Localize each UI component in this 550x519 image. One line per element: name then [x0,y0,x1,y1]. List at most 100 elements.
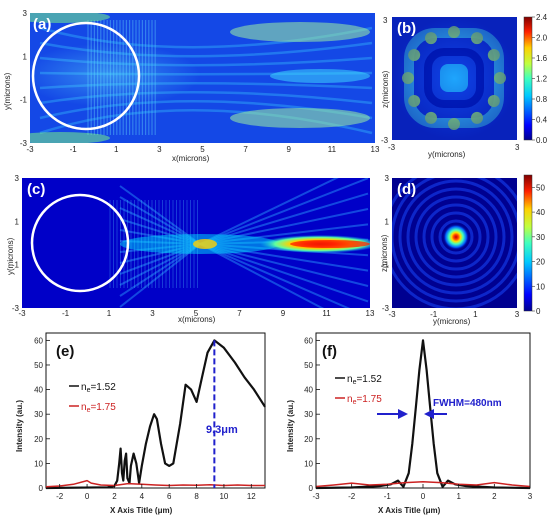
y-tick-label: 20 [34,435,43,444]
panel-a-x-ticks: -3 -1 1 3 5 7 9 11 13 [26,145,380,154]
x-tick-label: -1 [62,309,70,318]
x-tick-label: 11 [328,145,337,154]
panel-d-y-label: z(microns) [380,234,389,272]
colorbar-tick-label: 20 [536,258,545,267]
x-tick-label: 11 [322,309,331,318]
panel-b-y-tick-top: 3 [383,16,388,25]
x-tick-label: 13 [371,145,380,154]
panel-b-field [392,17,517,140]
panel-e-annotation: 9.3μm [206,424,238,436]
panel-b-x-label: y(microns) [428,150,466,159]
svg-text:ne=1.75: ne=1.75 [347,394,382,406]
panel-a-sphere-outline [31,21,141,131]
x-tick-label: 2 [492,492,497,501]
panel-c-y-label: y(microns) [6,237,15,275]
panel-d-y-ticks: -3 -1 1 3 [382,174,390,313]
panel-e-x-ticks: -2 0 2 4 6 8 10 12 [56,484,256,501]
y-tick-label: -1 [12,261,20,270]
x-tick-label: 7 [237,309,242,318]
panel-c: (c) -3 -1 1 3 5 7 9 11 13 -3-113 x(microns) y(mi… [6,174,375,324]
vignette [392,17,517,140]
panel-f-series [315,339,531,490]
y-tick-label: 0 [39,484,44,493]
colorbar-tick-label: 10 [536,282,545,291]
x-tick-label: -3 [18,309,26,318]
series-line-2 [315,481,531,488]
y-tick-label: -1 [20,96,28,105]
panel-e-series [45,339,266,490]
x-tick-label: 1 [456,492,461,501]
panel-f-annotation: FWHM=480nm [433,398,502,409]
x-tick-label: 5 [194,309,199,318]
panel-c-x-ticks: -3 -1 1 3 5 7 9 11 13 [18,309,375,318]
x-tick-label: 1 [473,310,478,319]
x-tick-label: 2 [112,492,117,501]
panel-f-plot-area [315,332,531,489]
panel-f-x-label: X Axis Title (μm) [378,506,441,515]
ring [406,187,506,287]
panel-c-field [109,178,370,308]
x-tick-label: 9 [281,309,286,318]
y-tick-label: 1 [15,217,20,226]
panel-e-legend: ne=1.52 ne=1.75 [69,382,116,414]
y-tick-label: 3 [15,174,20,183]
y-tick-label: -3 [12,304,20,313]
x-tick-label: 0 [85,492,90,501]
x-tick-label: -2 [348,492,356,501]
colorbar-tick-label: 50 [536,183,545,192]
panel-f-legend: ne=1.52 ne=1.75 [335,374,382,406]
panel-d: (d) 50 40 30 20 10 0 -3 -1 1 3 -3 -1 1 3 y(microns)… [380,174,545,326]
series-line-1 [45,339,266,490]
ring [422,203,490,271]
series-line-2 [45,479,265,488]
panel-b-colorbar-ticks: 2.4 2.0 1.6 1.2 0.8 0.4 0.0 [532,13,548,145]
colorbar-tick-label: 0.0 [536,136,548,145]
colorbar-tick-label: 40 [536,208,545,217]
y-tick-label: 40 [34,386,43,395]
x-tick-label: 5 [200,145,205,154]
x-tick-label: -1 [384,492,392,501]
y-tick-label: -3 [20,139,28,148]
y-tick-label: 50 [34,361,43,370]
panel-a-label: (a) [33,16,51,33]
panel-e-x-label: X Axis Title (μm) [110,506,173,515]
x-tick-label: -1 [430,310,438,319]
panel-f-fwhm-arrows [377,409,447,419]
y-tick-label: 40 [304,386,313,395]
panel-c-sphere-outline [30,193,130,293]
ring [414,195,498,279]
y-tick-label: 10 [34,459,43,468]
x-tick-label: 3 [157,145,162,154]
colorbar-tick-label: 0.4 [536,116,548,125]
panel-b-label: (b) [397,20,416,37]
colorbar-tick-label: 1.2 [536,75,548,84]
colorbar-tick-label: 0.8 [536,95,548,104]
y-tick-label: 20 [304,435,313,444]
x-tick-label: 0 [421,492,426,501]
x-tick-label: 3 [515,310,520,319]
panel-e-y-ticks: 0 10 20 30 40 50 60 [34,336,50,493]
y-tick-label: -1 [382,261,390,270]
panel-e-label: (e) [56,343,74,360]
colorbar-tick-label: 2.0 [536,34,548,43]
panel-b-x-tick-right: 3 [515,143,520,152]
y-tick-label: 60 [34,336,43,345]
panel-d-label: (d) [397,181,416,198]
x-tick-label: 1 [107,309,112,318]
panel-c-y-ticks: -3 -1 1 3 [12,174,20,313]
panel-e-y-label: Intensity (au.) [15,400,24,452]
panel-f: (f) ne=1.52 ne=1.75 FWHM=480nm -3 -2 -1 0 1 2… [286,332,533,515]
colorbar-tick-label: 30 [536,233,545,242]
panel-d-colorbar-ticks: 50 40 30 20 10 0 [532,183,545,316]
panel-d-x-label: y(microns) [433,317,471,326]
colorbar-tick-label: 1.6 [536,54,548,63]
panel-a: (a) -3 -1 1 3 5 7 9 11 13 -3-113 x(microns) y(mi… [3,9,380,163]
colorbar-tick-label: 2.4 [536,13,548,22]
ring [392,178,517,303]
panel-c-x-label: x(microns) [178,315,216,324]
x-tick-label: 13 [366,309,375,318]
y-tick-label: 60 [304,336,313,345]
svg-text:ne=1.75: ne=1.75 [81,402,116,414]
panel-e: 9.3μm (e) ne=1.52 ne=1.75 -2 0 2 4 6 8 10 12 0 1… [15,332,266,515]
y-tick-label: 1 [385,217,390,226]
